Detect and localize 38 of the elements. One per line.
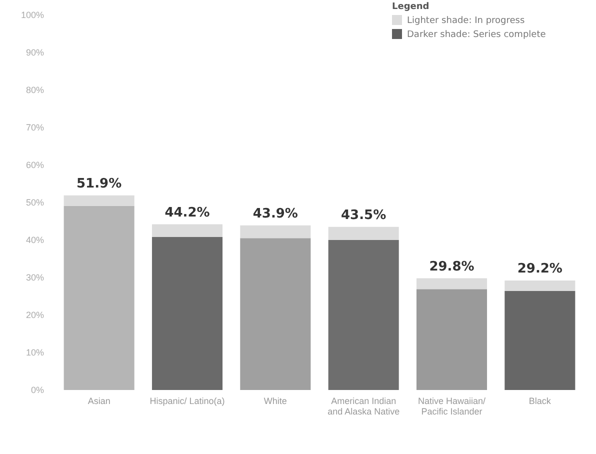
bar [328, 226, 399, 240]
bar [64, 195, 134, 206]
total-label: 43.5% [341, 208, 386, 223]
total-label: 51.9% [76, 176, 122, 192]
total-label: 29.2% [517, 262, 562, 276]
y-tick-label: 100% [20, 10, 44, 20]
bar [152, 224, 223, 237]
x-tick-label: Asian [88, 396, 110, 406]
bar [504, 291, 576, 390]
bar [240, 238, 311, 390]
bar [240, 225, 311, 238]
legend-label: Lighter shade: In progress [407, 16, 525, 26]
total-label: 43.9% [252, 206, 298, 222]
bar [504, 280, 576, 291]
y-tick-label: 10% [26, 347, 44, 358]
x-tick-label: Hispanic/ Latino(a) [150, 396, 225, 406]
y-tick-label: 50% [26, 197, 44, 208]
bar [328, 240, 399, 390]
legend-title: Legend [392, 2, 430, 12]
y-tick-label: 20% [26, 310, 44, 320]
bar [416, 289, 488, 390]
bar [64, 206, 134, 390]
y-tick-label: 30% [26, 272, 44, 282]
x-tick-label: Native Hawaiian/ Pacific Islander [418, 396, 486, 417]
x-tick-label: American Indian and Alaska Native [328, 396, 400, 417]
y-tick-label: 0% [30, 384, 44, 395]
y-tick-label: 90% [26, 47, 44, 58]
y-tick-label: 40% [26, 234, 44, 245]
y-tick-label: 70% [26, 122, 44, 132]
legend-label: Darker shade: Series complete [407, 30, 546, 40]
x-tick-label: Black [528, 396, 552, 406]
total-label: 44.2% [164, 205, 210, 220]
total-label: 29.8% [429, 259, 474, 274]
y-tick-label: 60% [26, 160, 44, 170]
bar [416, 278, 488, 290]
x-tick-label: White [264, 396, 287, 406]
bar [152, 237, 223, 390]
y-tick-label: 80% [26, 84, 44, 95]
